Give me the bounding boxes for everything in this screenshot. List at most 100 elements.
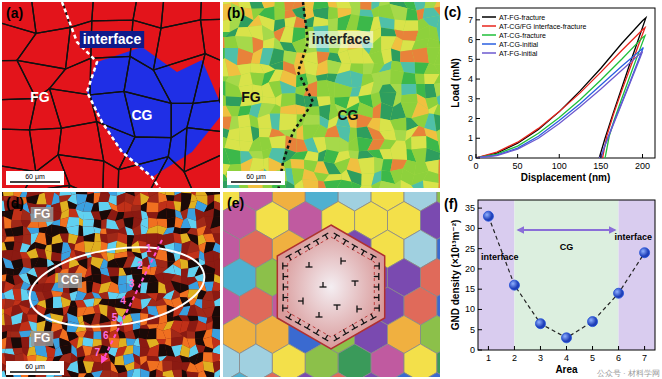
dislocation-stem [352, 246, 355, 250]
grain [132, 225, 141, 236]
scale-bar-box [6, 361, 64, 375]
grain [403, 21, 418, 32]
grain [237, 48, 253, 65]
fg-label: FG [30, 89, 50, 105]
grain [210, 226, 220, 234]
interface-zone [478, 200, 514, 350]
legend-label: AT-CG/FG interface-fracture [499, 23, 586, 30]
grain [371, 6, 378, 17]
grain [34, 258, 47, 268]
grain [134, 362, 140, 370]
grain [220, 193, 221, 205]
grain [146, 225, 158, 234]
y-tick [478, 289, 482, 290]
x-tick-label: 100 [552, 161, 567, 171]
dislocation-stem [308, 262, 309, 267]
point-label: 5 [112, 312, 118, 323]
grain [378, 181, 395, 188]
fg-label: FG [34, 207, 51, 221]
dislocation [349, 322, 358, 330]
grain [270, 113, 280, 130]
grain [201, 19, 221, 61]
grain [27, 315, 37, 324]
grain-hex [437, 344, 440, 377]
chart-c: 05010015020001234567Displacement (nm)Loa… [444, 4, 655, 183]
grain [379, 69, 391, 85]
data-point [483, 211, 493, 221]
grain [220, 241, 221, 254]
grain [229, 116, 239, 130]
y-tick [478, 309, 482, 310]
y-tick-label: 7 [468, 15, 473, 25]
fg-label: FG [34, 331, 51, 345]
grain [219, 58, 220, 100]
grain [45, 273, 56, 283]
grain [124, 91, 171, 137]
grain [204, 264, 216, 274]
x-tick-label: 6 [616, 353, 621, 363]
grain [13, 289, 22, 302]
grain [98, 370, 111, 377]
grain [211, 192, 220, 195]
legend-swatch [482, 52, 496, 54]
dislocation [334, 305, 341, 310]
grain [85, 275, 93, 282]
grain [326, 2, 338, 8]
grain [46, 346, 56, 358]
grain [163, 360, 173, 372]
y-tick [478, 248, 482, 249]
panel-e: (e) [223, 192, 440, 377]
dislocation-stem [289, 256, 292, 260]
grain [349, 150, 359, 159]
dislocation [295, 317, 304, 325]
x-tick [488, 346, 489, 350]
dislocation [286, 254, 295, 262]
grain [93, 331, 101, 339]
dislocation [286, 312, 295, 320]
interface-label-box [309, 31, 373, 48]
dislocation-stem [283, 307, 288, 308]
grain [45, 250, 52, 261]
grain [296, 105, 306, 115]
grain [83, 298, 95, 307]
y-tick-label: 10 [465, 304, 475, 314]
grain [17, 27, 70, 69]
grain [184, 128, 220, 172]
scale-bar [231, 181, 281, 183]
grain [118, 284, 127, 294]
grain [220, 250, 221, 259]
fg-label-box [31, 207, 54, 222]
grain [83, 233, 95, 242]
grain [390, 4, 408, 21]
series-line [476, 51, 643, 158]
grain [142, 266, 151, 275]
dislocation [374, 294, 379, 301]
grain [390, 84, 401, 95]
grain [157, 208, 167, 219]
plot-frame [476, 8, 655, 158]
y-tick-label: 25 [465, 244, 475, 254]
grain [239, 126, 253, 142]
dislocation [358, 249, 367, 257]
scale-bar-box [227, 171, 285, 185]
grain [203, 352, 213, 362]
grain [187, 316, 198, 322]
y-tick-label: 5 [468, 54, 473, 64]
grain [187, 218, 197, 229]
panel-label: (b) [227, 5, 245, 21]
grain [425, 148, 440, 162]
grain-hex [223, 344, 240, 377]
grain [212, 306, 220, 316]
grain [275, 6, 286, 20]
grain [131, 205, 141, 212]
grain [163, 328, 172, 339]
x-tick-label: 1 [486, 353, 491, 363]
dislocation-stem [283, 265, 288, 266]
y-tick [478, 228, 482, 229]
grain [220, 291, 221, 298]
dislocation-stem [318, 312, 319, 317]
dislocation [313, 328, 322, 336]
grain [225, 148, 241, 165]
grain [347, 2, 360, 10]
grain [187, 331, 195, 339]
